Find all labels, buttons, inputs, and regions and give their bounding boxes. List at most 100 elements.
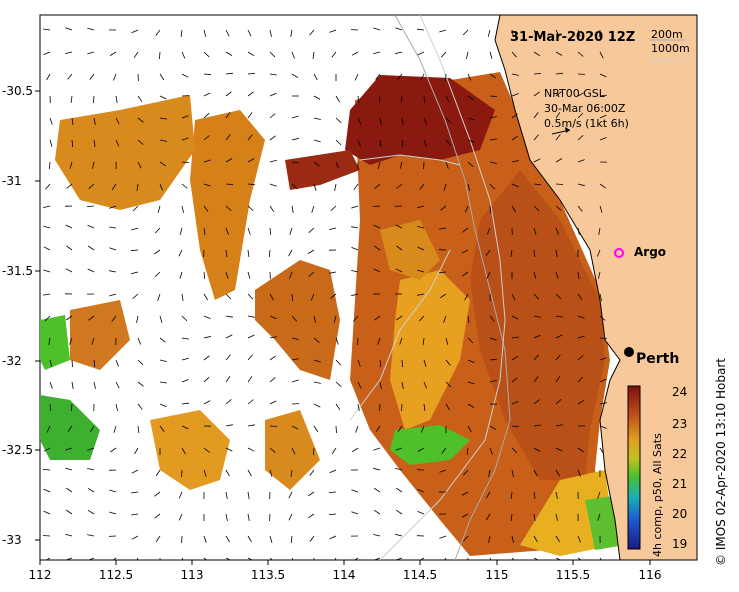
- current-vector: [445, 95, 450, 103]
- current-vector: [357, 95, 360, 103]
- current-vector: [461, 249, 469, 254]
- current-vector: [440, 205, 447, 211]
- current-vector: [93, 381, 96, 389]
- current-vector: [69, 161, 73, 169]
- current-vector: [533, 491, 536, 499]
- current-vector: [136, 557, 139, 560]
- current-vector: [313, 447, 315, 456]
- current-vector: [181, 183, 188, 189]
- current-vector: [159, 425, 165, 432]
- current-vector: [42, 535, 51, 537]
- current-vector: [599, 557, 602, 560]
- current-vector: [351, 293, 359, 297]
- current-vector: [374, 245, 381, 251]
- current-vector: [511, 160, 519, 163]
- current-vector: [417, 205, 425, 209]
- current-vector: [533, 51, 541, 57]
- current-vector: [269, 113, 276, 119]
- current-vector: [45, 183, 51, 190]
- current-vector: [533, 293, 539, 300]
- current-vector: [423, 95, 425, 104]
- current-vector: [269, 469, 273, 477]
- x-tick-label: 112: [28, 568, 52, 582]
- current-vector: [357, 403, 360, 411]
- current-vector: [181, 137, 189, 141]
- current-vector: [87, 268, 95, 273]
- current-vector: [65, 447, 73, 451]
- current-vector: [422, 337, 425, 345]
- current-vector: [269, 29, 272, 37]
- y-tick-label: -31.5: [2, 264, 34, 278]
- reference-arrow-head: [565, 127, 570, 133]
- current-vector: [355, 425, 359, 433]
- current-vector: [291, 115, 299, 119]
- current-vector: [313, 425, 319, 433]
- current-vector: [65, 268, 73, 273]
- current-vector: [599, 378, 607, 383]
- y-tick-label: -30.5: [2, 84, 34, 98]
- current-vector: [225, 557, 232, 560]
- current-vector: [65, 467, 73, 471]
- current-vector: [66, 245, 73, 251]
- current-vector: [577, 557, 582, 560]
- current-vector: [131, 491, 139, 494]
- current-vector: [92, 161, 95, 169]
- sst-west-patch: [190, 110, 265, 300]
- current-vector: [353, 183, 359, 190]
- current-vector: [291, 358, 299, 361]
- current-vector: [395, 27, 403, 31]
- current-vector: [225, 227, 229, 235]
- current-vector: [225, 375, 231, 383]
- current-vector: [180, 29, 183, 37]
- current-vector: [203, 376, 210, 383]
- current-vector: [577, 447, 584, 453]
- current-vector: [555, 375, 561, 383]
- current-vector: [577, 135, 584, 141]
- current-vector: [291, 137, 299, 141]
- current-vector: [445, 139, 451, 146]
- current-vector: [489, 315, 495, 322]
- current-vector: [533, 91, 540, 97]
- current-vector: [247, 469, 252, 477]
- current-vector: [225, 469, 230, 477]
- current-vector: [533, 158, 541, 163]
- current-vector: [269, 227, 272, 236]
- current-vector: [269, 92, 277, 97]
- current-vector: [329, 469, 337, 474]
- current-vector: [334, 183, 337, 191]
- current-vector: [467, 117, 475, 121]
- current-vector: [308, 271, 315, 277]
- current-vector: [43, 447, 51, 452]
- current-vector: [555, 399, 562, 405]
- current-vector: [439, 29, 447, 33]
- current-vector: [599, 315, 606, 321]
- current-vector: [351, 489, 359, 493]
- current-vector: [115, 381, 120, 389]
- current-vector: [511, 336, 519, 339]
- current-vector: [87, 534, 95, 537]
- current-vector: [247, 557, 253, 560]
- current-vector: [65, 533, 73, 537]
- current-vector: [133, 51, 139, 59]
- current-vector: [399, 161, 403, 169]
- current-vector: [351, 270, 359, 273]
- current-vector: [416, 28, 425, 31]
- argo-marker: [614, 248, 624, 258]
- perth-marker: [624, 347, 634, 357]
- current-vector: [511, 51, 517, 58]
- current-vector: [93, 359, 96, 367]
- current-vector: [154, 271, 161, 278]
- current-vector: [179, 227, 183, 235]
- current-vector: [225, 491, 228, 499]
- current-vector: [599, 94, 607, 97]
- current-vector: [334, 557, 337, 560]
- current-vector: [329, 29, 337, 33]
- current-vector: [45, 557, 51, 560]
- current-vector: [157, 205, 161, 213]
- current-vector: [577, 315, 585, 319]
- current-vector: [599, 137, 607, 141]
- current-vector: [597, 491, 601, 499]
- current-vector: [555, 334, 563, 339]
- current-vector: [137, 139, 144, 145]
- current-vector: [597, 249, 601, 257]
